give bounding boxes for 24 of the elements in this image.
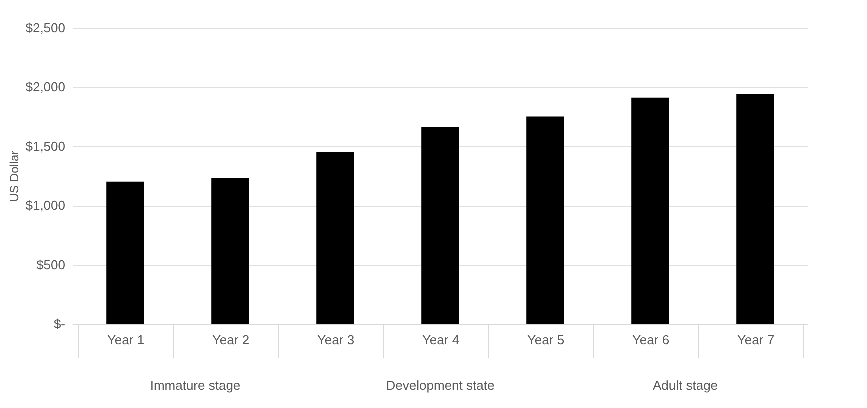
x-tick-label: Year 1 bbox=[107, 332, 145, 348]
bar bbox=[736, 94, 774, 324]
y-tick-label: $2,000 bbox=[26, 80, 66, 95]
y-tick-label: $2,500 bbox=[26, 20, 66, 36]
bar bbox=[526, 116, 564, 324]
x-tick-label: Year 7 bbox=[737, 332, 775, 348]
y-axis-title: US Dollar bbox=[8, 150, 22, 202]
bar bbox=[632, 98, 670, 324]
x-tick-label: Year 3 bbox=[317, 332, 355, 348]
x-tick-label: Year 4 bbox=[422, 332, 460, 348]
text: Development state bbox=[386, 378, 495, 393]
text: Adult stage bbox=[652, 378, 718, 393]
y-tick-label: $- bbox=[54, 316, 66, 332]
y-tick-label: $1,000 bbox=[26, 198, 66, 214]
bar bbox=[212, 178, 250, 324]
x-tick-label: Year 5 bbox=[527, 332, 565, 348]
bar bbox=[106, 182, 144, 324]
x-tick-label: Year 6 bbox=[632, 332, 670, 348]
bar bbox=[316, 152, 354, 324]
text: Immature stage bbox=[150, 378, 241, 393]
y-tick-label: $500 bbox=[36, 257, 66, 272]
x-tick-label: Year 2 bbox=[212, 332, 250, 348]
y-tick-label: $1,500 bbox=[26, 138, 66, 154]
bar bbox=[422, 127, 460, 324]
